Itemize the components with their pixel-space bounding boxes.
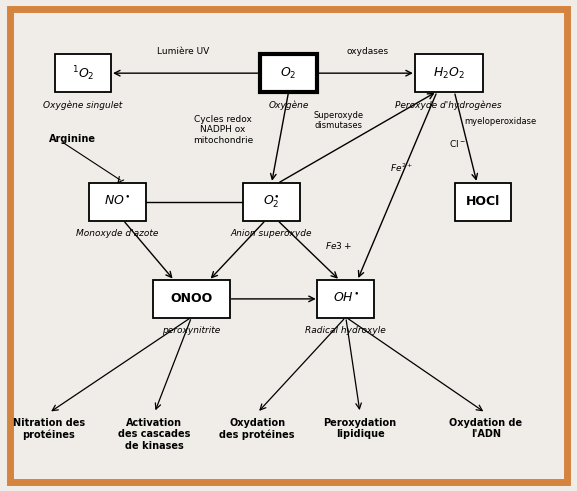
Text: $Fe^{2+}$: $Fe^{2+}$ — [390, 162, 413, 174]
Text: $O_2$: $O_2$ — [280, 66, 297, 81]
FancyBboxPatch shape — [55, 54, 111, 92]
Text: Anion superoxyde: Anion superoxyde — [231, 229, 312, 238]
FancyBboxPatch shape — [153, 280, 230, 318]
Text: Nitration des
protéines: Nitration des protéines — [13, 418, 85, 440]
Text: Superoxyde
dismutases: Superoxyde dismutases — [314, 110, 364, 130]
Text: Cycles redox
NADPH ox
mitochondrie: Cycles redox NADPH ox mitochondrie — [193, 115, 253, 145]
Text: $H_2O_2$: $H_2O_2$ — [433, 66, 464, 81]
Text: $NO^{\bullet}$: $NO^{\bullet}$ — [104, 195, 130, 208]
Text: Peroxyde d'hydrogènes: Peroxyde d'hydrogènes — [395, 100, 502, 109]
Text: Oxydation de
l'ADN: Oxydation de l'ADN — [449, 418, 522, 439]
Text: Arginine: Arginine — [49, 134, 96, 144]
Text: $^1O_2$: $^1O_2$ — [72, 64, 94, 82]
Text: Activation
des cascades
de kinases: Activation des cascades de kinases — [118, 418, 190, 451]
Text: Radical hydroxyle: Radical hydroxyle — [305, 326, 386, 335]
Text: myeloperoxidase: myeloperoxidase — [464, 117, 536, 126]
Text: ONOO: ONOO — [170, 293, 213, 305]
Text: Cl$^-$: Cl$^-$ — [449, 138, 466, 149]
FancyBboxPatch shape — [89, 183, 145, 221]
Text: Oxydation
des protéines: Oxydation des protéines — [219, 418, 295, 440]
Text: Peroxydation
lipidique: Peroxydation lipidique — [324, 418, 396, 439]
Text: $O_2^{\bullet}$: $O_2^{\bullet}$ — [263, 193, 280, 210]
Text: Monoxyde d'azote: Monoxyde d'azote — [76, 229, 159, 238]
Text: Lumière UV: Lumière UV — [157, 47, 209, 56]
FancyBboxPatch shape — [415, 54, 482, 92]
Text: $OH^{\bullet}$: $OH^{\bullet}$ — [333, 292, 359, 305]
FancyBboxPatch shape — [317, 280, 374, 318]
Text: HOCl: HOCl — [466, 195, 500, 208]
FancyBboxPatch shape — [243, 183, 300, 221]
FancyBboxPatch shape — [260, 54, 317, 92]
Text: oxydases: oxydases — [346, 47, 388, 56]
Text: peroxynitrite: peroxynitrite — [162, 326, 220, 335]
Text: $Fe3+$: $Fe3+$ — [325, 240, 351, 251]
Text: Oxygène singulet: Oxygène singulet — [43, 100, 123, 109]
Text: Oxygène: Oxygène — [268, 100, 309, 109]
FancyBboxPatch shape — [455, 183, 511, 221]
FancyBboxPatch shape — [10, 9, 567, 482]
